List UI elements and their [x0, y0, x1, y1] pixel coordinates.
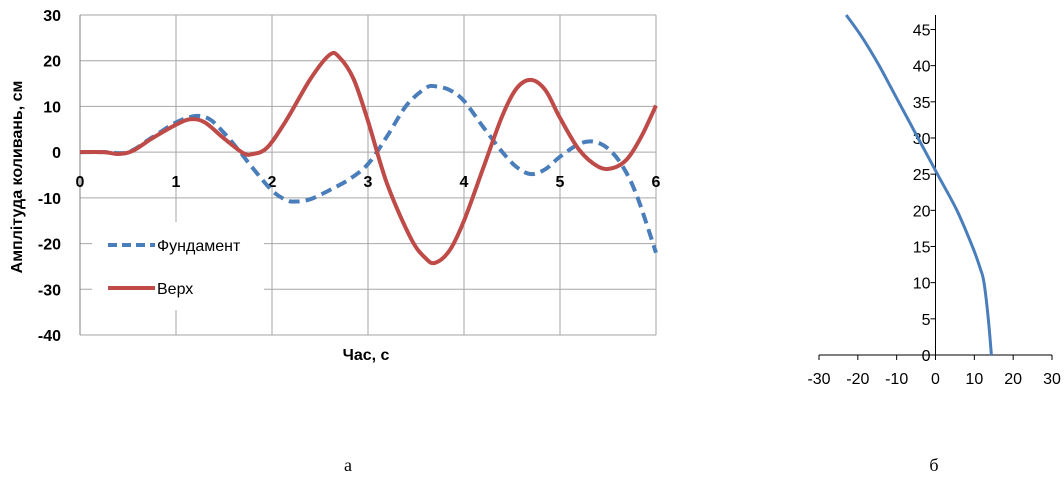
chart-b-y-tick-label: 15: [913, 239, 931, 256]
chart-b-x-tick-label: 10: [965, 371, 983, 388]
chart-b-series: [844, 14, 993, 356]
chart-a-x-axis-label: Час, с: [343, 347, 390, 364]
chart-b-x-tick-label: 20: [1004, 371, 1022, 388]
chart-b-y-tick-label: 25: [913, 167, 931, 184]
chart-b-x-tick-label: -30: [807, 371, 830, 388]
chart-a-y-tick-label: -20: [38, 237, 61, 254]
chart-a-x-tick-label: 5: [556, 174, 565, 191]
chart-a-series: [79, 50, 658, 266]
chart-b-x-tick-label: 0: [931, 371, 940, 388]
chart-a-grid: [79, 14, 657, 336]
chart-b-y-tick-label: 40: [913, 59, 931, 76]
chart-b-y-tick-label: 5: [922, 312, 931, 329]
legend-box: [92, 222, 264, 310]
chart-a: 0 1 2 3 4 5 6 30 20 10 0 -10 -20 -30 -40 Фундамент Вер…: [9, 8, 661, 364]
chart-a-y-tick-label: -30: [38, 282, 61, 299]
chart-b-y-tick-label: 0: [922, 348, 931, 365]
caption-b: б: [929, 455, 938, 475]
chart-b-y-tick-label: 10: [913, 276, 931, 293]
chart-a-x-tick-label: 0: [76, 174, 85, 191]
chart-b-y-tick-label: 45: [913, 22, 931, 39]
chart-b-series-line: [844, 14, 993, 356]
chart-a-y-tick-label: -10: [38, 191, 61, 208]
chart-a-x-tick-label: 3: [364, 174, 373, 191]
chart-a-x-tick-label: 4: [460, 174, 469, 191]
caption-a: а: [344, 455, 352, 475]
chart-a-y-tick-label: 0: [52, 145, 61, 162]
chart-a-x-tick-label: 2: [268, 174, 277, 191]
chart-b-axes: [818, 15, 1053, 360]
legend-fundament-label: Фундамент: [157, 238, 241, 255]
chart-a-series-line-fundament: [80, 83, 658, 254]
chart-a-ticks: 0 1 2 3 4 5 6 30 20 10 0 -10 -20 -30 -40: [38, 8, 661, 345]
chart-a-x-tick-label: 1: [172, 174, 181, 191]
chart-a-y-axis-label: Амплітуда коливань, см: [9, 81, 26, 274]
chart-b-y-tick-label: 20: [913, 203, 931, 220]
chart-a-series-line-verkh: [79, 50, 658, 266]
legend-verkh-label: Верх: [157, 281, 193, 298]
chart-b-x-tick-label: 30: [1043, 371, 1061, 388]
chart-a-y-tick-label: 30: [43, 8, 61, 25]
chart-b-x-tick-label: -20: [846, 371, 869, 388]
chart-a-x-tick-label: 6: [652, 174, 661, 191]
chart-a-y-tick-label: 20: [43, 54, 61, 71]
chart-b-x-tick-label: -10: [885, 371, 908, 388]
chart-b-y-tick-label: 35: [913, 95, 931, 112]
chart-a-y-tick-label: 10: [43, 99, 61, 116]
chart-a-y-tick-label: -40: [38, 328, 61, 345]
